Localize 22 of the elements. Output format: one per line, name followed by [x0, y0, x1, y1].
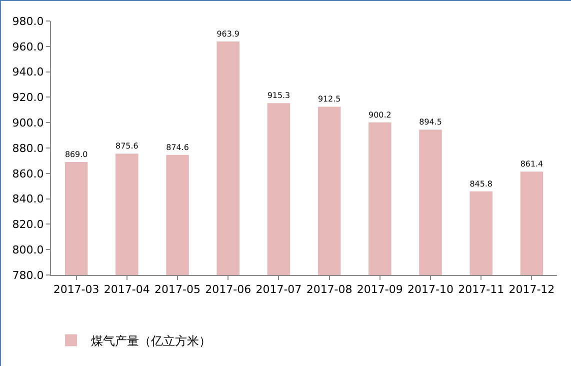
y-tick-label: 920.0: [12, 91, 44, 104]
x-tick-label: 2017-10: [408, 283, 454, 296]
x-tick-label: 2017-11: [458, 283, 504, 296]
legend-label: 煤气产量（亿立方米）: [91, 334, 211, 348]
x-tick-label: 2017-05: [154, 283, 200, 296]
y-tick-label: 960.0: [12, 40, 44, 54]
y-tick-label: 860.0: [12, 167, 44, 180]
x-tick-label: 2017-08: [306, 283, 352, 296]
y-tick-label: 940.0: [12, 66, 44, 79]
y-tick-label: 820.0: [12, 218, 44, 232]
y-tick-label: 880.0: [12, 142, 44, 155]
y-tick-label: 840.0: [12, 192, 44, 206]
x-tick-label: 2017-07: [256, 283, 302, 296]
x-tick-label: 2017-06: [205, 283, 252, 296]
y-tick-label: 800.0: [12, 243, 44, 256]
x-tick-label: 2017-12: [508, 283, 555, 296]
y-tick-label: 980.0: [12, 14, 44, 28]
x-tick-label: 2017-09: [356, 283, 403, 296]
x-tick-label: 2017-03: [53, 283, 100, 296]
y-tick-label: 900.0: [12, 116, 44, 130]
x-tick-label: 2017-04: [104, 283, 150, 296]
y-tick-label: 780.0: [12, 268, 44, 282]
